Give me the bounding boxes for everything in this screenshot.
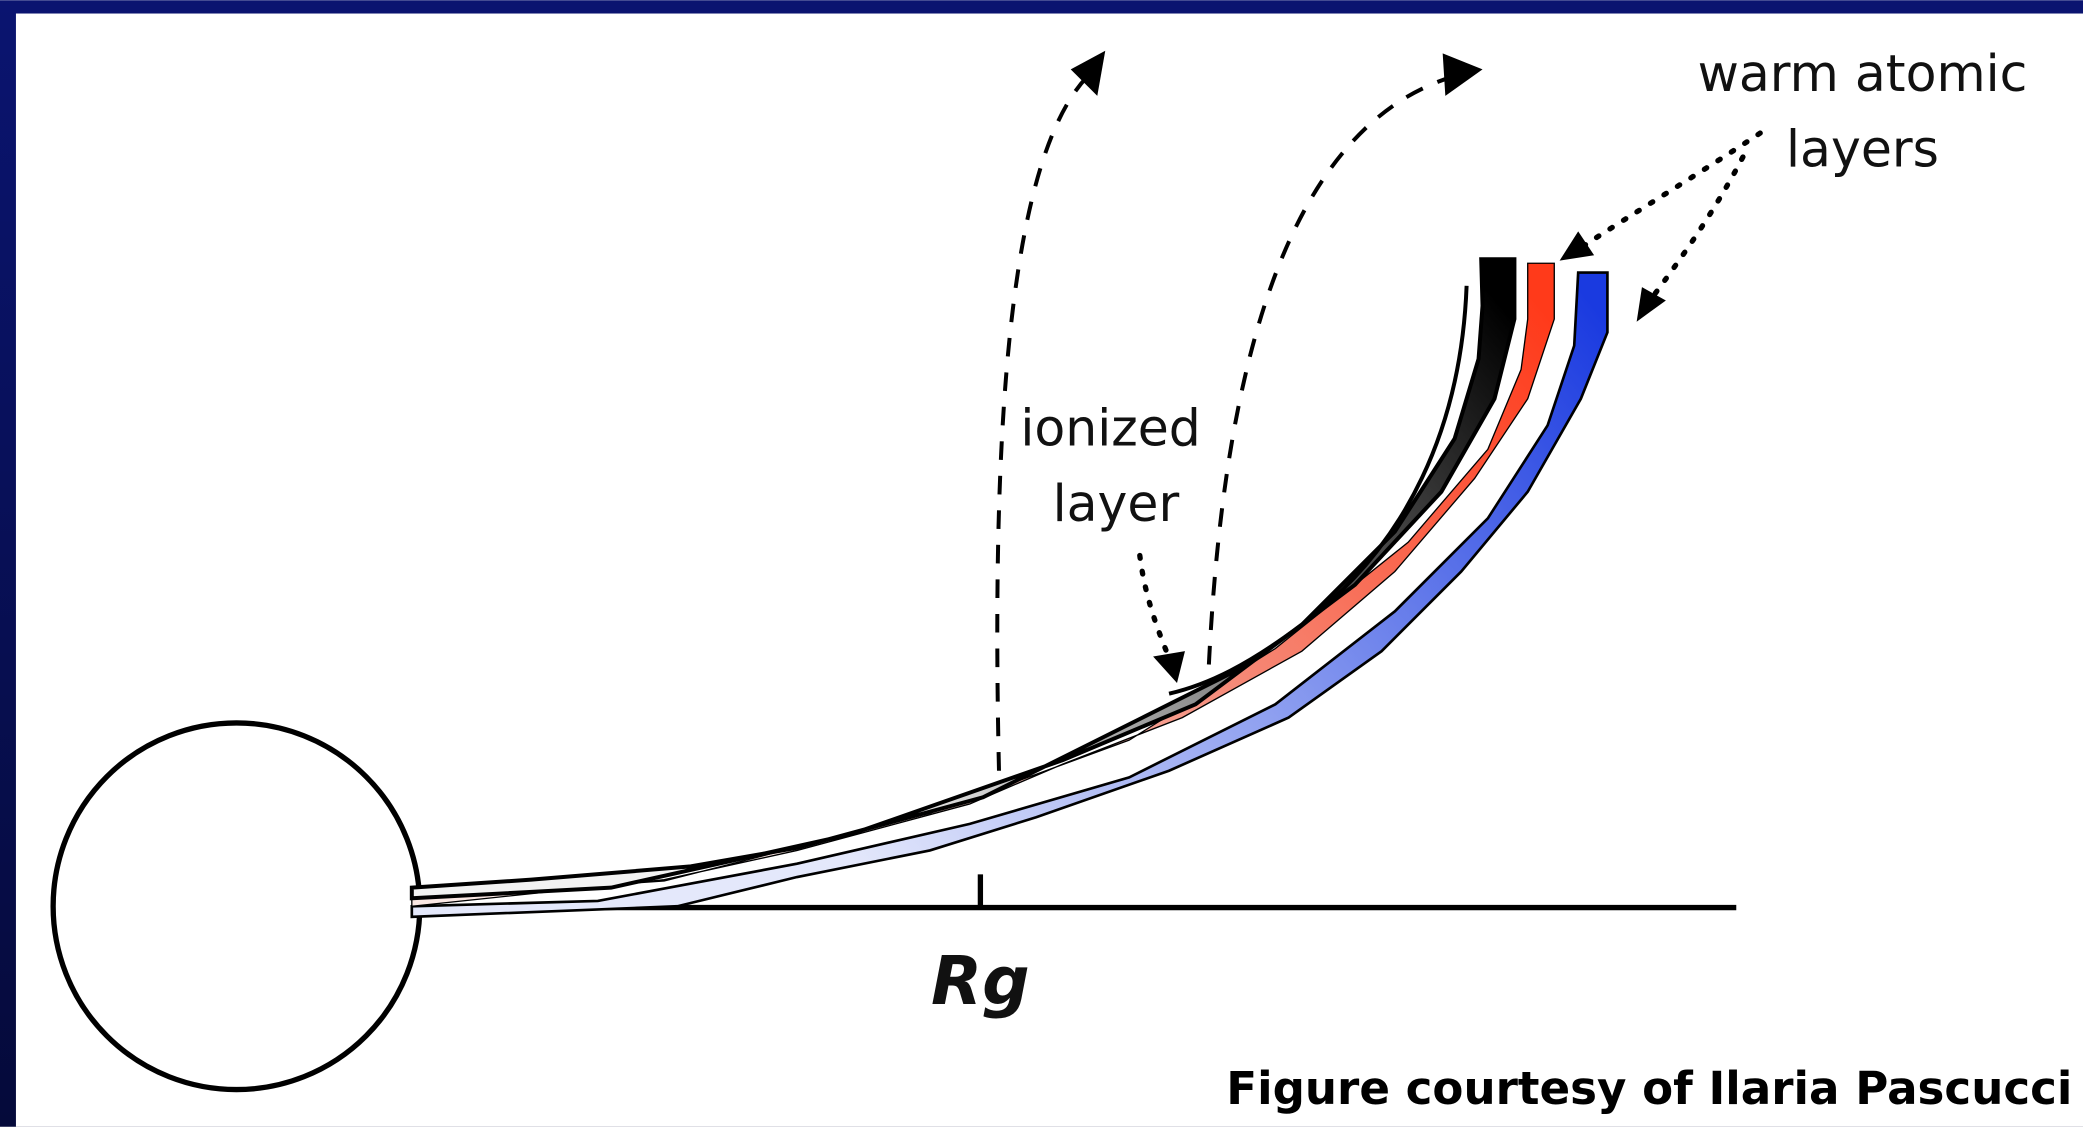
blue-layer xyxy=(410,271,1609,919)
black-layer xyxy=(409,257,1517,901)
pointer xyxy=(1580,130,1763,249)
flow-arrow xyxy=(995,75,1089,771)
credit: Figure courtesy of Ilaria Pascucci xyxy=(1226,1062,2072,1115)
label: layer xyxy=(1053,474,1180,533)
pointer xyxy=(1137,552,1172,661)
label: ionized xyxy=(1020,398,1201,457)
star xyxy=(50,720,423,1093)
arrowhead xyxy=(1153,651,1185,684)
axis-label: Rg xyxy=(931,942,1030,1020)
arrowhead xyxy=(1070,50,1106,96)
arrowhead xyxy=(1559,231,1595,261)
pointer xyxy=(1651,154,1746,298)
flow-arrow xyxy=(1206,75,1452,665)
label: layers xyxy=(1786,120,1939,179)
arrowhead xyxy=(1636,287,1666,322)
arrowhead xyxy=(1442,53,1483,96)
ionized-surface xyxy=(1168,285,1469,696)
red-layer xyxy=(411,262,1555,907)
label: warm atomic xyxy=(1698,44,2028,103)
